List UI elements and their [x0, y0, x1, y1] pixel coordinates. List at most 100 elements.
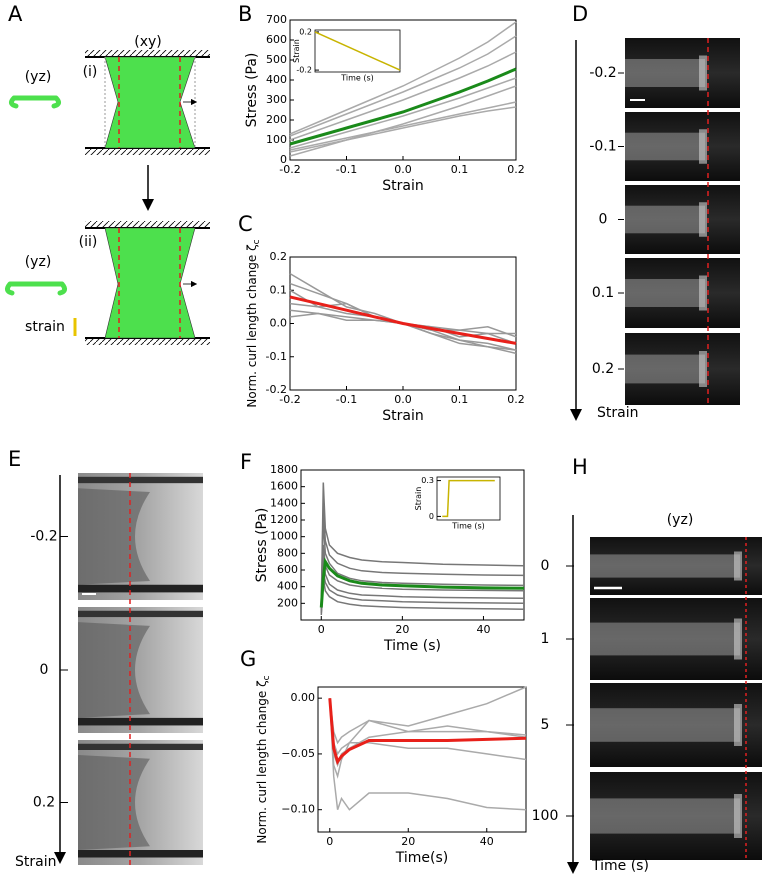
tissue-edge — [734, 618, 742, 660]
micrograph — [590, 683, 762, 767]
tissue-band — [590, 798, 740, 834]
y-tick-label: 500 — [266, 53, 287, 66]
y-axis-label-text: Strain — [292, 39, 301, 63]
y-tick-label: 600 — [277, 563, 298, 576]
data-line — [329, 698, 527, 811]
strain-label: 0.1 — [592, 285, 614, 301]
panel-letter: C — [238, 212, 253, 236]
y-tick-label: 0.1 — [270, 283, 288, 296]
y-tick-label: 0.2 — [299, 27, 312, 36]
tissue-shape — [78, 622, 150, 718]
tissue-edge — [699, 351, 707, 387]
strain-label: 0.2 — [592, 361, 614, 377]
y-axis-label-subscript: c — [252, 239, 262, 244]
y-axis-label-text: Stress (Pa) — [254, 508, 270, 583]
tissue-band — [590, 622, 740, 656]
y-axis-label: Strain — [414, 487, 423, 511]
micrograph — [78, 607, 203, 733]
x-tick-label: -0.2 — [279, 393, 300, 406]
tissue-shape — [78, 488, 150, 585]
panel-letter: D — [572, 2, 588, 26]
panel-letter: B — [238, 2, 252, 26]
micrograph — [625, 258, 740, 328]
micrograph — [590, 598, 762, 680]
y-tick-label: 1600 — [270, 480, 298, 493]
y-tick-label: 0.3 — [421, 476, 434, 485]
x-tick-label: 0.2 — [507, 393, 525, 406]
channel — [78, 610, 203, 618]
tissue-band — [625, 279, 705, 307]
y-tick-label: 1400 — [270, 496, 298, 509]
stage-label: (i) — [83, 64, 98, 80]
channel — [78, 850, 203, 858]
axis-label: Time (s) — [591, 858, 649, 874]
x-tick-label: 0.1 — [451, 393, 469, 406]
time-label: 5 — [541, 717, 550, 733]
strain-label: -0.2 — [30, 529, 57, 545]
data-line — [329, 686, 527, 745]
tissue-edge — [734, 704, 742, 746]
channel — [78, 584, 203, 593]
x-tick-label: 20 — [401, 835, 415, 848]
data-line — [289, 21, 517, 135]
panel-letter: F — [240, 450, 252, 474]
y-tick-label: 0 — [280, 153, 287, 166]
y-tick-label: 400 — [266, 73, 287, 86]
y-tick-label: 0.00 — [291, 691, 316, 704]
y-tick-label: −0.05 — [281, 747, 315, 760]
panel-letter: H — [572, 455, 588, 479]
data-line — [289, 51, 517, 141]
y-axis-label-text: Strain — [414, 487, 423, 511]
micrograph — [625, 112, 740, 181]
strain-label: 0 — [599, 212, 608, 228]
tissue-shape — [78, 755, 150, 850]
tissue-band — [590, 708, 740, 742]
x-tick-label: 0.1 — [451, 163, 469, 176]
y-axis-label: Strain — [292, 39, 301, 63]
channel — [78, 717, 203, 726]
y-tick-label: 300 — [266, 93, 287, 106]
y-axis-label: Norm. curl length change ζc — [245, 239, 262, 407]
plane-label: (xy) — [134, 34, 162, 50]
strain-label: 0.2 — [33, 795, 55, 811]
data-line — [289, 106, 517, 153]
data-line — [320, 578, 525, 616]
axis-label: Strain — [15, 854, 56, 870]
micrograph — [590, 772, 762, 860]
y-axis-label: Stress (Pa) — [254, 508, 270, 583]
side-label: (yz) — [25, 254, 52, 270]
data-line — [319, 557, 525, 608]
side-label: (yz) — [25, 69, 52, 85]
tissue-edge — [734, 794, 742, 838]
y-tick-label: 400 — [277, 580, 298, 593]
time-label: 0 — [541, 558, 550, 574]
tissue-edge — [699, 275, 707, 311]
tissue-edge — [699, 202, 707, 237]
y-tick-label: -0.2 — [296, 66, 312, 75]
x-axis-label: Time(s) — [395, 850, 448, 866]
micrograph — [625, 38, 740, 108]
y-tick-label: −0.10 — [281, 803, 315, 816]
data-line — [442, 479, 495, 518]
x-tick-label: -0.2 — [279, 163, 300, 176]
y-axis-label: Norm. curl length change ζc — [255, 675, 272, 843]
y-tick-label: 100 — [266, 133, 287, 146]
y-axis-label: Stress (Pa) — [244, 53, 260, 128]
x-tick-label: 20 — [395, 623, 409, 636]
x-tick-label: 40 — [476, 623, 490, 636]
x-tick-label: -0.1 — [336, 393, 357, 406]
channel — [78, 476, 203, 484]
y-tick-label: 0.2 — [270, 250, 288, 263]
strain-label: -0.2 — [589, 65, 616, 81]
y-tick-label: -0.2 — [266, 383, 287, 396]
y-axis-label-text: Stress (Pa) — [244, 53, 260, 128]
micrograph — [78, 740, 203, 865]
x-axis-label: Time (s) — [383, 638, 441, 654]
dynamic-layer: ABCDEFGH(yz)-0.2-0.100.10.2Strain-0.200.… — [8, 2, 762, 874]
channel — [78, 743, 203, 750]
y-tick-label: 600 — [266, 33, 287, 46]
data-line — [328, 698, 527, 766]
tissue-band — [625, 132, 705, 161]
y-axis-label-subscript: c — [262, 675, 272, 680]
panel-letter: A — [8, 2, 23, 26]
